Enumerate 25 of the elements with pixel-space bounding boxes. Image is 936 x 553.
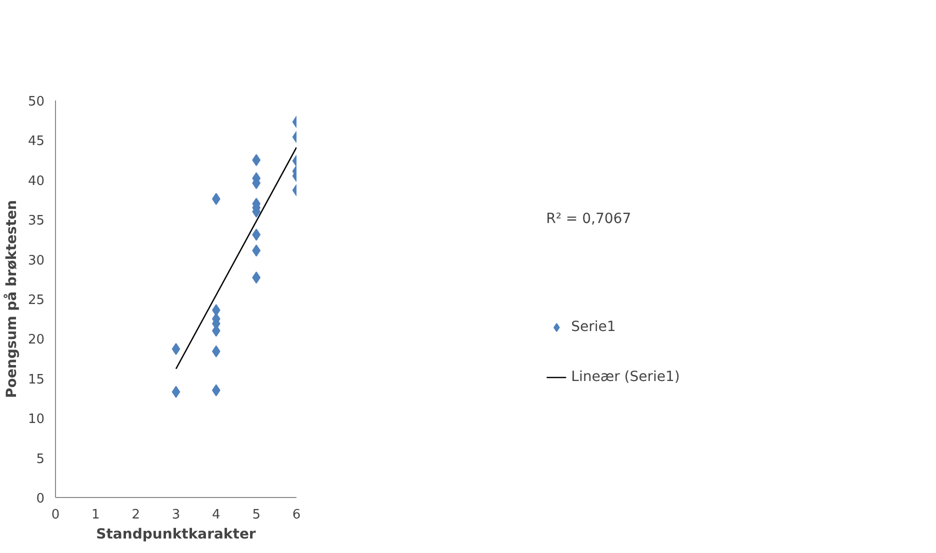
- y-tick-label: 20: [28, 332, 45, 348]
- y-tick-label: 45: [28, 134, 45, 150]
- y-tick-label: 15: [28, 372, 45, 388]
- y-tick-label: 30: [28, 253, 45, 268]
- x-tick-label: 5: [252, 508, 260, 522]
- x-tick-label: 1: [92, 508, 100, 522]
- x-tick-label: 3: [172, 508, 180, 522]
- y-tick-label: 35: [28, 214, 45, 229]
- y-tick-label: 5: [36, 452, 45, 467]
- point: [172, 386, 180, 398]
- y-tick-label: 0: [36, 492, 45, 506]
- x-tick-label: 2: [132, 508, 140, 522]
- x-tick-label: 4: [212, 508, 220, 522]
- text: R² = 0,7067: [546, 210, 632, 226]
- y-tick-label: 25: [28, 293, 45, 308]
- legend-label: Lineær (Serie1): [571, 368, 680, 384]
- y-tick-label: 10: [28, 412, 45, 428]
- x-axis-title: Standpunktkarakter: [96, 526, 256, 542]
- y-tick-label: 40: [28, 174, 45, 189]
- legend-label: Serie1: [571, 318, 616, 334]
- y-tick-label: 50: [28, 94, 45, 110]
- x-tick-label: 0: [51, 508, 60, 522]
- point: [172, 343, 180, 356]
- y-axis-title: Poengsum på brøktesten: [2, 200, 20, 398]
- x-tick-label: 6: [292, 508, 301, 522]
